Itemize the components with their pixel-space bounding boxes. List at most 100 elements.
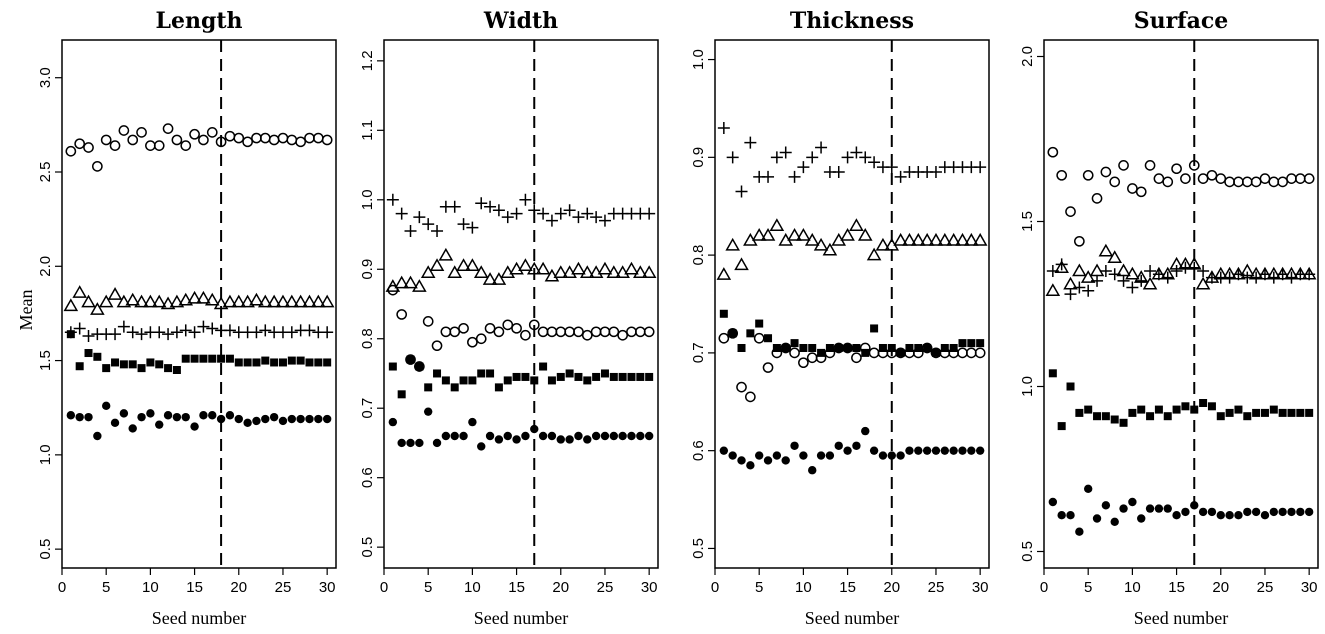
data-point	[1269, 507, 1279, 517]
data-point	[83, 142, 94, 153]
data-point	[314, 358, 323, 367]
data-point	[573, 326, 584, 338]
data-point	[636, 372, 645, 381]
plot-frame	[1043, 39, 1319, 569]
data-point	[1137, 405, 1146, 414]
data-point	[82, 330, 95, 343]
data-point	[199, 354, 208, 363]
x-tick-label: 20	[552, 579, 569, 596]
data-point	[940, 344, 949, 352]
data-point	[172, 412, 182, 422]
data-point	[215, 136, 227, 148]
data-point	[1296, 507, 1305, 517]
data-point	[779, 146, 792, 159]
data-point	[539, 362, 548, 371]
data-point	[896, 451, 905, 460]
data-point	[163, 411, 173, 420]
data-point	[303, 324, 316, 337]
data-point	[252, 416, 261, 426]
data-point	[321, 134, 333, 146]
data-point	[808, 344, 817, 352]
series-circle-filled	[66, 401, 332, 441]
series-triangle-open	[63, 285, 335, 315]
data-point	[482, 272, 498, 285]
data-point	[1197, 173, 1209, 184]
x-tick-label: 5	[102, 579, 110, 596]
data-point	[530, 424, 539, 434]
data-point	[475, 333, 487, 345]
data-point	[269, 412, 279, 422]
x-tick-label: 5	[1084, 579, 1092, 596]
data-point	[816, 451, 826, 460]
data-point	[278, 416, 288, 426]
data-point	[949, 446, 958, 455]
data-point	[75, 362, 84, 371]
data-point	[574, 431, 583, 441]
data-point	[633, 265, 648, 278]
data-point	[556, 435, 565, 444]
data-point	[600, 431, 610, 441]
data-point	[1162, 176, 1174, 188]
data-point	[512, 372, 521, 381]
data-point	[1188, 160, 1200, 171]
data-point	[875, 237, 891, 251]
data-point	[518, 258, 533, 272]
x-tick-label: 30	[641, 579, 658, 596]
data-point	[277, 132, 289, 144]
data-point	[494, 435, 504, 444]
data-point	[119, 360, 128, 369]
data-point	[128, 424, 137, 433]
data-point	[849, 218, 864, 232]
data-point	[565, 435, 574, 444]
data-point	[581, 329, 593, 341]
data-point	[503, 376, 512, 385]
y-tick-label: 0.9	[690, 147, 707, 168]
data-point	[1082, 169, 1094, 181]
data-point	[1100, 166, 1112, 178]
data-point	[643, 207, 656, 220]
data-point	[1142, 276, 1158, 290]
data-point	[832, 166, 845, 178]
series-circle-open	[1047, 146, 1315, 247]
data-point	[841, 151, 854, 164]
data-point	[1074, 235, 1085, 247]
data-point	[125, 292, 141, 306]
data-point	[894, 170, 907, 183]
data-point	[473, 265, 489, 278]
data-point	[1296, 408, 1305, 417]
data-point	[1199, 399, 1208, 407]
data-point	[928, 232, 944, 246]
data-point	[957, 347, 968, 359]
data-point	[609, 372, 618, 381]
data-point	[224, 130, 236, 142]
data-point	[788, 170, 801, 183]
data-point	[1066, 382, 1075, 391]
data-point	[160, 296, 176, 310]
data-point	[250, 326, 263, 339]
data-point	[493, 326, 505, 338]
y-tick-label: 0.8	[690, 245, 707, 266]
data-point	[1234, 405, 1243, 414]
data-point	[432, 438, 442, 448]
y-tick-label: 0.5	[1019, 541, 1036, 562]
series-triangle-open	[385, 247, 657, 292]
data-point	[137, 412, 146, 422]
data-point	[206, 127, 218, 138]
data-point	[171, 134, 183, 146]
x-tick-label: 15	[186, 579, 203, 596]
data-point	[1047, 146, 1059, 158]
data-point	[397, 438, 406, 448]
data-point	[598, 214, 611, 227]
data-point	[286, 134, 298, 146]
y-tick-label: 0.7	[359, 398, 376, 419]
data-point	[190, 422, 199, 431]
data-point	[73, 322, 86, 335]
data-point	[249, 292, 264, 306]
panel-title: Length	[155, 8, 242, 34]
data-point	[304, 132, 315, 144]
data-point	[242, 136, 253, 148]
data-point	[781, 344, 790, 352]
series-plus	[64, 320, 334, 343]
data-point	[825, 451, 835, 460]
